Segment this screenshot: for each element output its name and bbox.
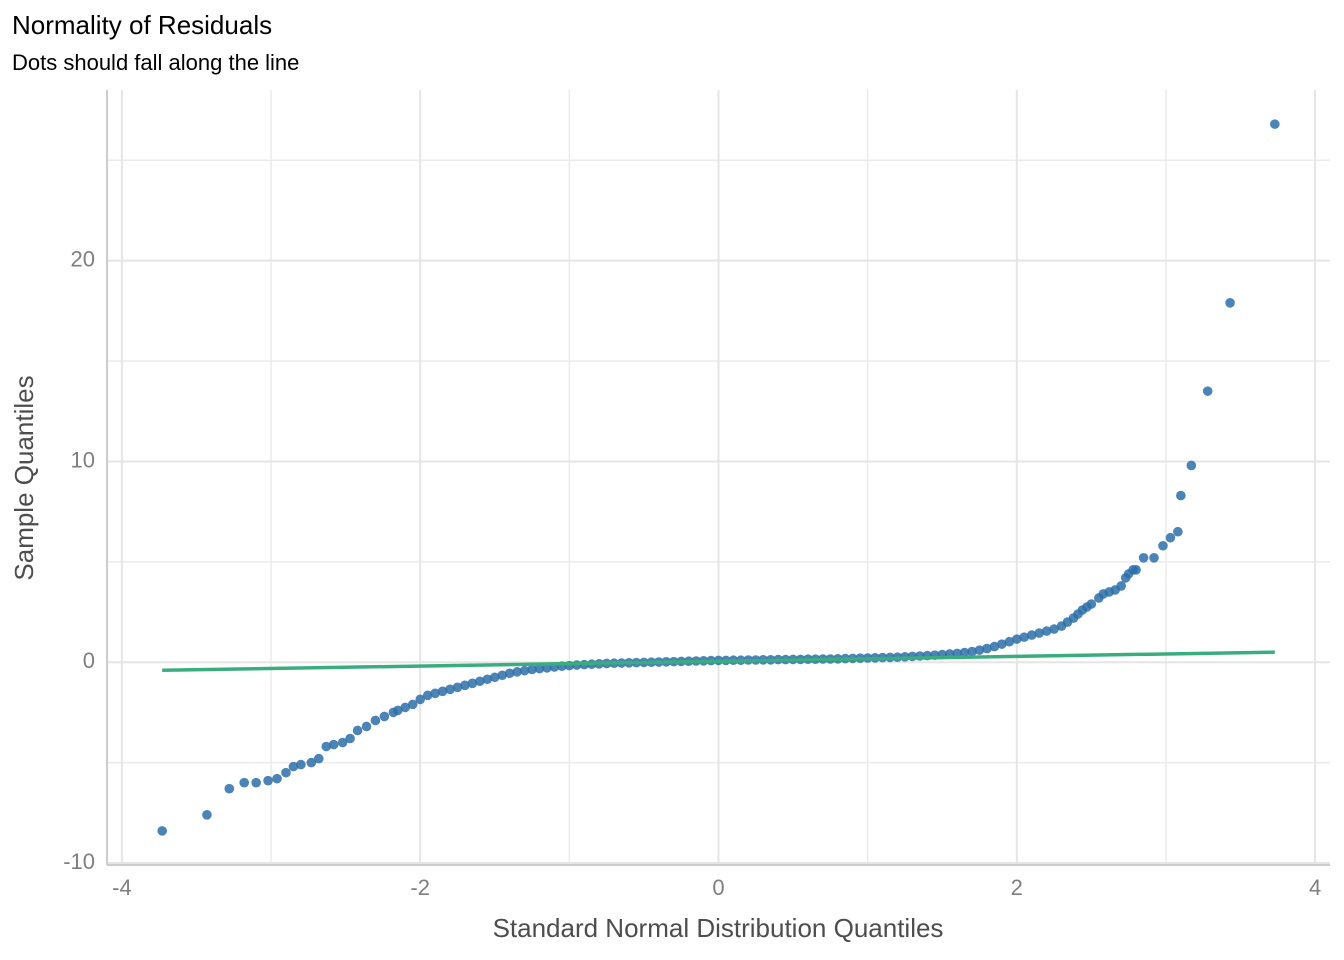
point xyxy=(1004,636,1015,647)
x-tick-label: 0 xyxy=(712,875,724,900)
point xyxy=(1011,634,1022,644)
point xyxy=(997,639,1007,649)
point xyxy=(1225,298,1235,308)
point xyxy=(445,684,455,695)
point xyxy=(313,753,324,764)
point xyxy=(202,810,212,820)
y-tick-label: -10 xyxy=(63,849,95,874)
point xyxy=(361,721,372,732)
point xyxy=(1158,540,1168,551)
reference-line xyxy=(162,650,1275,672)
x-axis-title: Standard Normal Distribution Quantiles xyxy=(493,913,944,943)
point xyxy=(460,680,470,691)
point xyxy=(989,641,1000,652)
point xyxy=(1116,581,1126,591)
point xyxy=(489,672,500,683)
point xyxy=(352,725,363,736)
point xyxy=(1173,526,1183,537)
point xyxy=(452,682,463,693)
point xyxy=(1176,490,1186,501)
point xyxy=(379,711,390,722)
point xyxy=(306,757,317,768)
point xyxy=(1026,630,1037,640)
point xyxy=(1202,386,1213,396)
point xyxy=(415,694,426,705)
point xyxy=(527,664,537,675)
chart-subtitle: Dots should fall along the line xyxy=(12,50,299,75)
point xyxy=(1165,532,1176,543)
point xyxy=(534,663,545,674)
point xyxy=(1131,565,1141,575)
point xyxy=(437,686,448,697)
x-tick-label: 4 xyxy=(1309,875,1321,900)
y-tick-label: 10 xyxy=(71,447,95,472)
point xyxy=(504,668,515,679)
point xyxy=(974,645,985,655)
point xyxy=(1149,553,1159,563)
point xyxy=(370,715,381,726)
point xyxy=(224,783,235,794)
point xyxy=(967,646,977,657)
point xyxy=(393,705,403,716)
point xyxy=(239,777,250,788)
point xyxy=(337,737,348,748)
point xyxy=(475,676,485,687)
point xyxy=(1186,460,1197,471)
point xyxy=(982,643,992,654)
point xyxy=(1034,628,1044,638)
point xyxy=(407,699,418,710)
point xyxy=(1049,624,1059,634)
x-tick-label: 2 xyxy=(1011,875,1023,900)
point xyxy=(281,767,291,778)
point xyxy=(263,775,273,786)
point xyxy=(1019,632,1030,642)
y-tick-label: 0 xyxy=(83,648,95,673)
point xyxy=(157,826,167,836)
y-axis-title: Sample Quantiles xyxy=(9,375,39,580)
point xyxy=(1138,553,1149,563)
point xyxy=(422,690,433,701)
point xyxy=(1041,626,1052,636)
point xyxy=(482,674,493,685)
point xyxy=(430,688,440,699)
point xyxy=(1086,599,1097,609)
point xyxy=(400,702,411,713)
point xyxy=(519,665,530,676)
point xyxy=(1270,119,1280,129)
point xyxy=(296,759,306,770)
x-tick-label: -4 xyxy=(112,875,132,900)
point xyxy=(328,739,339,750)
point xyxy=(512,667,522,677)
point xyxy=(467,678,478,689)
chart-title: Normality of Residuals xyxy=(12,10,272,40)
point xyxy=(288,761,299,772)
point xyxy=(321,741,332,752)
x-tick-label: -2 xyxy=(410,875,430,900)
point xyxy=(272,773,282,784)
point xyxy=(251,777,261,788)
point xyxy=(497,670,508,681)
point xyxy=(345,733,355,744)
point xyxy=(959,647,970,658)
y-tick-label: 20 xyxy=(71,246,95,271)
